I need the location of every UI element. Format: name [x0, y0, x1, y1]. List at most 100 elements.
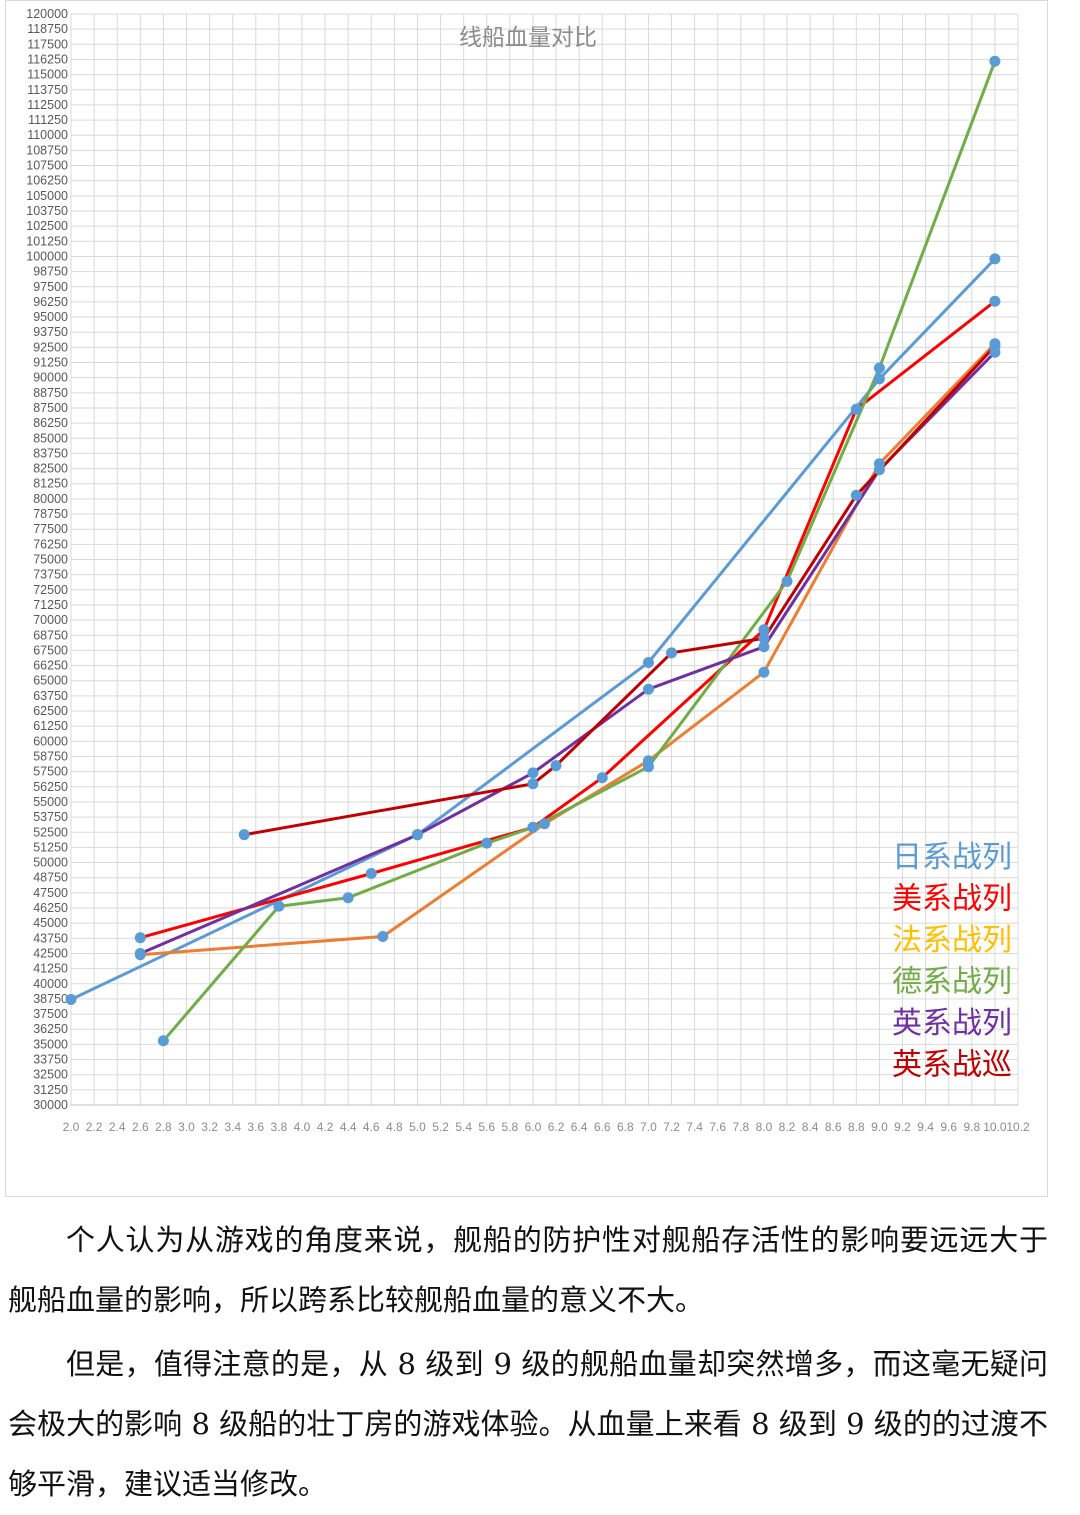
y-tick-label: 86250	[33, 416, 68, 430]
y-tick-label: 118750	[27, 22, 68, 36]
x-tick-label: 7.2	[663, 1120, 680, 1134]
x-tick-label: 8.8	[848, 1120, 865, 1134]
x-tick-label: 3.2	[201, 1120, 218, 1134]
data-point	[527, 821, 539, 833]
y-tick-label: 117500	[27, 37, 68, 51]
y-tick-label: 60000	[33, 734, 68, 748]
y-tick-label: 82500	[33, 462, 68, 476]
data-point	[65, 994, 77, 1006]
data-markers	[65, 55, 1001, 1047]
data-point	[527, 767, 539, 779]
x-tick-label: 7.0	[640, 1120, 657, 1134]
x-tick-label: 2.2	[86, 1120, 103, 1134]
data-point	[758, 624, 770, 636]
y-tick-label: 115000	[27, 68, 68, 82]
y-tick-label: 97500	[33, 280, 68, 294]
y-tick-label: 50000	[33, 856, 68, 870]
x-tick-label: 9.6	[940, 1120, 957, 1134]
x-tick-label: 5.0	[409, 1120, 426, 1134]
x-tick-label: 10.2	[1006, 1120, 1030, 1134]
data-point	[342, 892, 354, 904]
y-tick-label: 93750	[33, 325, 68, 339]
data-point	[873, 362, 885, 374]
data-point	[850, 489, 862, 501]
y-tick-label: 71250	[33, 598, 68, 612]
x-tick-label: 7.6	[709, 1120, 726, 1134]
x-tick-label: 9.4	[917, 1120, 934, 1134]
data-point	[377, 931, 389, 943]
x-tick-label: 3.0	[178, 1120, 195, 1134]
y-tick-label: 67500	[33, 643, 68, 657]
y-tick-label: 75000	[33, 553, 68, 567]
data-point	[411, 829, 423, 841]
y-tick-label: 40000	[33, 977, 68, 991]
x-tick-label: 4.8	[386, 1120, 403, 1134]
chart-container: 30000 31250 32500 33750 35000 36250 37500 38750…	[5, 0, 1048, 1197]
y-tick-label: 31250	[33, 1083, 68, 1097]
y-tick-label: 42500	[33, 946, 68, 960]
x-tick-label: 2.4	[109, 1120, 126, 1134]
y-tick-label: 57500	[33, 765, 68, 779]
x-tick-label: 8.2	[779, 1120, 796, 1134]
y-tick-label: 95000	[33, 310, 68, 324]
y-tick-label: 100000	[26, 249, 68, 263]
data-point	[596, 772, 608, 784]
y-tick-label: 85000	[33, 431, 68, 445]
x-tick-label: 6.8	[617, 1120, 634, 1134]
y-tick-label: 90000	[33, 371, 68, 385]
y-tick-label: 61250	[33, 719, 68, 733]
y-tick-label: 87500	[33, 401, 68, 415]
y-tick-label: 66250	[33, 659, 68, 673]
y-tick-label: 102500	[26, 219, 68, 233]
x-tick-label: 6.4	[571, 1120, 588, 1134]
y-tick-label: 96250	[33, 295, 68, 309]
y-tick-label: 81250	[33, 477, 68, 491]
data-point	[989, 340, 1001, 352]
y-tick-label: 62500	[33, 704, 68, 718]
y-tick-label: 103750	[26, 204, 68, 218]
y-tick-label: 41250	[33, 962, 68, 976]
y-tick-label: 88750	[33, 386, 68, 400]
x-tick-label: 5.4	[455, 1120, 472, 1134]
y-tick-label: 36250	[33, 1022, 68, 1036]
y-tick-label: 101250	[26, 234, 68, 248]
x-tick-label: 8.4	[802, 1120, 819, 1134]
y-tick-label: 68750	[33, 628, 68, 642]
x-tick-label: 9.2	[894, 1120, 911, 1134]
y-tick-label: 120000	[26, 7, 68, 21]
y-tick-label: 113750	[27, 83, 68, 97]
data-point	[273, 900, 285, 912]
y-tick-label: 92500	[33, 340, 68, 354]
data-point	[758, 641, 770, 653]
y-tick-label: 63750	[33, 689, 68, 703]
x-tick-label: 10.0	[983, 1120, 1007, 1134]
x-tick-label: 9.8	[963, 1120, 980, 1134]
y-tick-label: 48750	[33, 871, 68, 885]
data-point	[781, 575, 793, 587]
data-point	[989, 295, 1001, 307]
x-axis-tick-labels: 2.0 2.2 2.4 2.6 2.8 3.0 3.2 3.4 3.6 3.8 4.0 4.2 4.4 4…	[63, 1120, 1030, 1134]
data-point	[134, 932, 146, 944]
y-tick-label: 47500	[33, 886, 68, 900]
x-tick-label: 5.8	[502, 1120, 519, 1134]
data-point	[481, 837, 493, 849]
data-point	[758, 632, 770, 644]
y-tick-label: 51250	[33, 840, 68, 854]
data-point	[989, 253, 1001, 265]
y-tick-label: 76250	[33, 537, 68, 551]
data-point	[365, 867, 377, 879]
y-tick-label: 55000	[33, 795, 68, 809]
x-tick-label: 7.8	[732, 1120, 749, 1134]
y-tick-label: 30000	[33, 1098, 68, 1112]
paragraph-2: 但是，值得注意的是，从 8 级到 9 级的舰船血量却突然增多，而这毫无疑问会极大…	[8, 1347, 1048, 1501]
legend-item: 英系战巡	[892, 1048, 1012, 1083]
y-tick-label: 56250	[33, 780, 68, 794]
x-tick-label: 8.0	[756, 1120, 773, 1134]
y-tick-label: 53750	[33, 810, 68, 824]
legend-item: 日系战列	[892, 840, 1012, 875]
legend-item: 美系战列	[892, 882, 1012, 917]
data-point	[157, 1035, 169, 1047]
data-point	[758, 666, 770, 678]
data-point	[873, 464, 885, 476]
